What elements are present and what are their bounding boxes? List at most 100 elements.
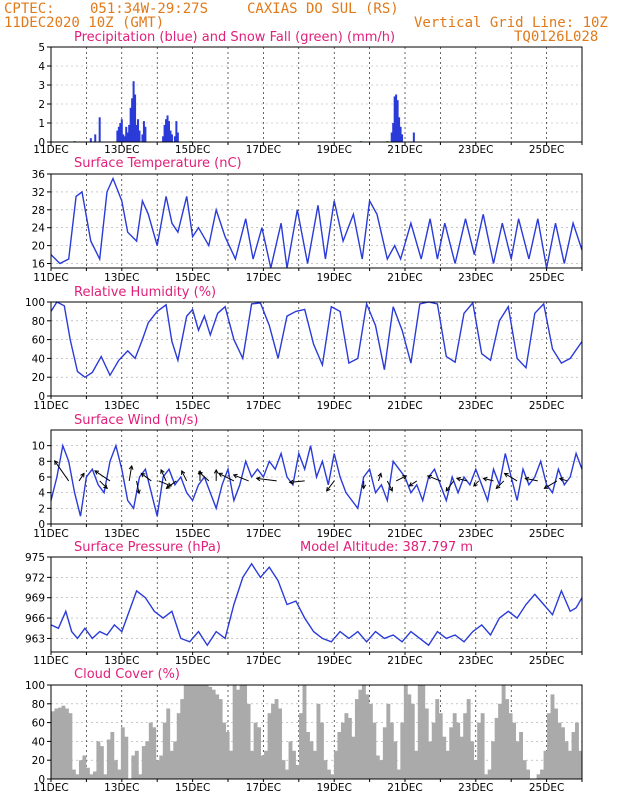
cloud-bar bbox=[271, 703, 275, 779]
wind-arrow-shaft bbox=[289, 480, 305, 483]
y-tick-label: 32 bbox=[32, 187, 45, 199]
cloud-bar bbox=[99, 746, 104, 779]
precip-bar bbox=[134, 94, 137, 142]
precip-bar bbox=[129, 107, 132, 142]
x-tick-label: 11DEC bbox=[33, 400, 68, 412]
wind-arrow-head bbox=[140, 472, 146, 478]
cloud-bar bbox=[299, 713, 303, 779]
x-tick-label: 19DEC bbox=[316, 782, 351, 794]
wind-arrow-head bbox=[54, 460, 59, 465]
wind-arrow-shaft bbox=[483, 477, 494, 482]
panel-title: Relative Humidity (%) bbox=[74, 285, 216, 300]
x-tick-label: 23DEC bbox=[458, 782, 493, 794]
precip-bar bbox=[176, 132, 179, 142]
wind-arrow-head bbox=[558, 477, 564, 482]
cloud-bar bbox=[183, 685, 188, 779]
x-tick-label: 15DEC bbox=[175, 528, 210, 540]
precip-bar bbox=[412, 132, 415, 142]
wind-arrow-shaft bbox=[386, 480, 393, 492]
cloud-bar bbox=[306, 732, 310, 779]
y-tick-label: 2 bbox=[38, 99, 45, 111]
wind-arrow-head bbox=[217, 472, 223, 477]
x-tick-label: 11DEC bbox=[33, 144, 68, 156]
y-tick-label: 0 bbox=[38, 137, 45, 149]
x-tick-label: 19DEC bbox=[316, 400, 351, 412]
panel-annotation: Model Altitude: 387.797 m bbox=[300, 540, 473, 555]
precip-bar bbox=[399, 126, 402, 142]
precip-bar bbox=[98, 117, 101, 142]
cloud-bar bbox=[64, 708, 69, 779]
wind-arrow-head bbox=[361, 484, 367, 490]
x-tick-label: 13DEC bbox=[104, 400, 139, 412]
cloud-bar bbox=[372, 722, 377, 779]
cloud-bar bbox=[466, 699, 471, 779]
cloud-bar bbox=[386, 703, 391, 779]
cloud-bar bbox=[155, 760, 160, 779]
x-tick-label: 25DEC bbox=[529, 782, 564, 794]
wind-arrow-shaft bbox=[559, 477, 568, 482]
cloud-bar bbox=[285, 769, 289, 779]
cloud-bar bbox=[92, 771, 97, 779]
y-tick-label: 28 bbox=[32, 205, 45, 217]
x-tick-label: 11DEC bbox=[33, 655, 68, 667]
wind-arrow-shaft bbox=[78, 473, 85, 482]
x-tick-label: 13DEC bbox=[104, 144, 139, 156]
x-tick-label: 15DEC bbox=[175, 782, 210, 794]
panel-title: Precipitation (blue) and Snow Fall (gree… bbox=[74, 30, 395, 45]
x-tick-label: 21DEC bbox=[387, 272, 422, 284]
precip-bar bbox=[89, 138, 92, 142]
cloud-bar bbox=[281, 760, 286, 779]
cloud-bar bbox=[138, 774, 143, 779]
wind-arrow-head bbox=[426, 474, 432, 480]
cloud-bar bbox=[264, 750, 268, 779]
panel-frame bbox=[50, 556, 583, 653]
panel-frame bbox=[50, 429, 583, 525]
wind-arrow-shaft bbox=[544, 480, 558, 489]
y-tick-label: 100 bbox=[25, 680, 45, 692]
cloud-bar bbox=[578, 750, 583, 779]
wind-arrow-shaft bbox=[166, 480, 177, 489]
cloud-bar bbox=[354, 699, 359, 779]
y-tick-label: 966 bbox=[25, 613, 45, 625]
precip-bar bbox=[125, 126, 128, 142]
y-tick-label: 972 bbox=[25, 572, 45, 584]
cloud-bar bbox=[236, 689, 241, 779]
wind-arrow-shaft bbox=[525, 477, 538, 482]
cloud-bar bbox=[57, 707, 62, 779]
precip-bar bbox=[393, 96, 396, 142]
wind-arrow-shaft bbox=[377, 473, 382, 482]
precip-bar bbox=[396, 100, 399, 142]
cloud-bar bbox=[145, 741, 150, 779]
precip-bar bbox=[137, 119, 140, 142]
pressure-panel: 963 966 969 972 975 Surface Pressure (hPa) Mod… bbox=[25, 540, 583, 667]
cloud-bar bbox=[218, 699, 223, 779]
cloud-bar bbox=[501, 685, 506, 779]
wind-arrow-head bbox=[165, 484, 171, 490]
y-tick-label: 0 bbox=[38, 391, 45, 403]
wind-arrow-head bbox=[455, 476, 461, 482]
wind-arrow-shaft bbox=[504, 472, 518, 482]
cloud-bar bbox=[246, 703, 251, 779]
cloud-bar bbox=[484, 774, 489, 779]
cloud-bar bbox=[190, 685, 195, 779]
panel-title: Surface Wind (m/s) bbox=[74, 413, 198, 428]
cloud-cover-panel: 0 20 40 60 80 100 Cloud Cover (%) 11DEC 13DEC 15D… bbox=[25, 667, 583, 794]
cloud-bar bbox=[85, 767, 90, 779]
cloud-bar bbox=[522, 760, 527, 779]
wind-arrow-head bbox=[197, 469, 203, 475]
cloud-bar bbox=[417, 685, 422, 779]
precip-bar bbox=[123, 136, 126, 142]
header-date: 11DEC2020 10Z (GMT) bbox=[4, 15, 164, 31]
x-tick-label: 15DEC bbox=[175, 144, 210, 156]
cloud-bar bbox=[393, 741, 398, 779]
x-tick-label: 25DEC bbox=[529, 272, 564, 284]
cloud-bar bbox=[215, 694, 220, 779]
wind-arrow-shaft bbox=[198, 471, 210, 482]
header-location: CAXIAS DO SUL (RS) bbox=[247, 1, 399, 17]
cloud-bar bbox=[292, 750, 296, 779]
cloud-bar bbox=[431, 722, 436, 779]
precip-bar bbox=[144, 126, 147, 142]
cloud-bar bbox=[75, 774, 80, 779]
wind-arrow-shaft bbox=[94, 470, 111, 482]
precip-bar bbox=[401, 134, 404, 142]
